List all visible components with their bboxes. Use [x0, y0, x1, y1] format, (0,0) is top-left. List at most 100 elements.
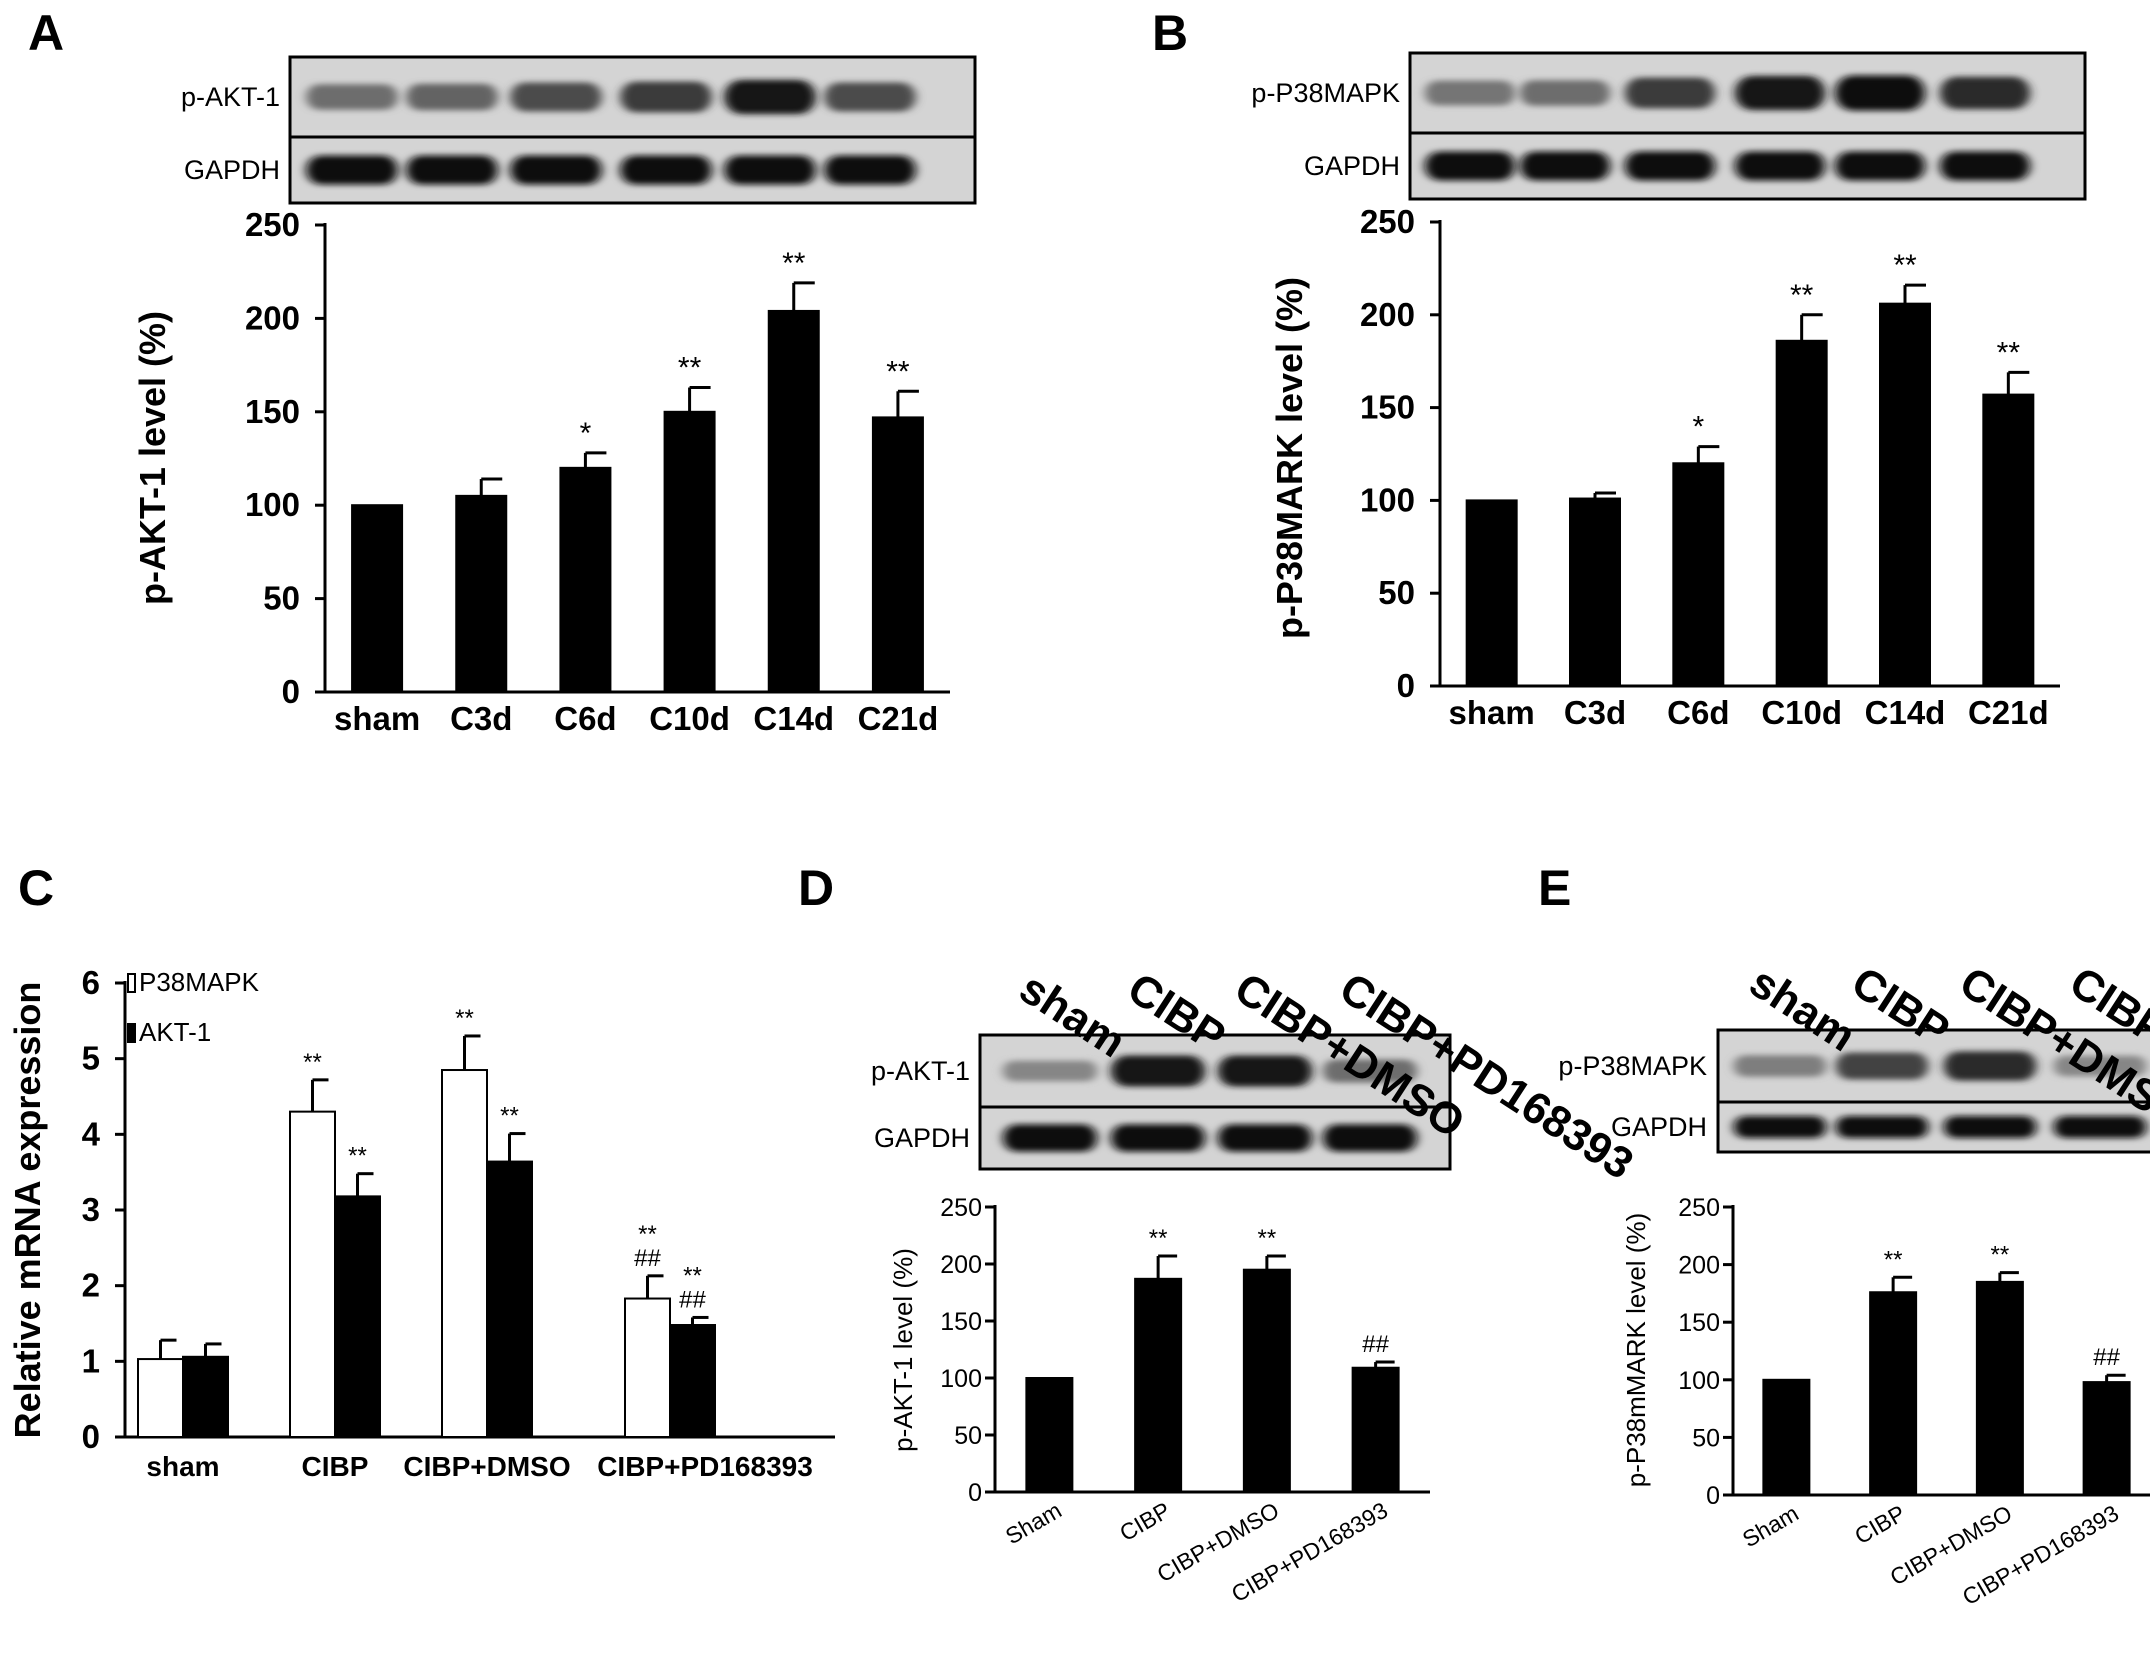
y-tick-label: 50 [1378, 574, 1415, 611]
blot-band-target [1735, 75, 1825, 111]
panel-a: p-AKT-1 GAPDH 0 50 100 150 200 250 p-AKT-1 level… [132, 55, 977, 737]
bar [1879, 302, 1931, 687]
blot-label-target: p-AKT-1 [181, 82, 280, 112]
y-tick-label: 150 [245, 393, 300, 430]
bar [624, 1297, 671, 1439]
blot-label-control: GAPDH [184, 155, 280, 185]
blot-band-control [1323, 1124, 1417, 1152]
significance-mark: ** [1258, 1225, 1277, 1252]
y-tick-label: 200 [245, 299, 300, 336]
panel-letter-d: D [798, 860, 834, 916]
bar [559, 466, 612, 693]
y-tick-label: 150 [940, 1308, 982, 1336]
y-axis-title: Relative mRNA expression [7, 982, 48, 1439]
blot-band-target [2053, 1055, 2147, 1077]
blot-band-control [510, 155, 602, 185]
bar [1672, 462, 1725, 687]
panel-letter-e: E [1538, 860, 1571, 916]
blot-band-control [1733, 1116, 1827, 1138]
blot-band-control [406, 155, 498, 185]
blot-label-target: p-P38MAPK [1558, 1051, 1707, 1081]
panel-c: 0 1 2 3 4 5 6 Relative mRNA expression sham CIBP *… [7, 964, 835, 1482]
legend-label: P38MAPK [139, 967, 260, 997]
blot-band-target [1218, 1055, 1312, 1087]
blot-band-control [1735, 151, 1825, 181]
bar [1762, 1378, 1811, 1497]
significance-mark: ** [1884, 1246, 1903, 1273]
blot-band-target [406, 83, 498, 111]
significance-mark: ** [500, 1103, 519, 1130]
panel-letter-a: A [28, 5, 64, 61]
blot-band-control [620, 155, 712, 185]
y-tick-label: 200 [1678, 1252, 1720, 1280]
x-tick-label: C21d [858, 700, 939, 737]
y-tick-label: 0 [1706, 1482, 1720, 1510]
significance-mark: ** [1893, 249, 1917, 282]
y-tick-label: 0 [1397, 667, 1415, 704]
blot-band-target [620, 81, 712, 113]
x-tick-label: C6d [554, 700, 616, 737]
significance-mark: ## [679, 1286, 706, 1313]
bar [1569, 497, 1621, 687]
y-tick-label: 200 [1360, 296, 1415, 333]
blot-band-target [1733, 1055, 1827, 1077]
blot-label-control: GAPDH [1611, 1112, 1707, 1142]
y-tick-label: 150 [1360, 389, 1415, 426]
bar [1982, 393, 2035, 687]
blot-band-control [2053, 1116, 2147, 1138]
blot-band-target [1003, 1060, 1097, 1082]
bar [871, 416, 924, 693]
y-tick-label: 100 [245, 486, 300, 523]
y-tick-label: 0 [282, 673, 300, 710]
y-axis-title: p-P38MARK level (%) [1269, 277, 1310, 639]
y-tick-label: 0 [82, 1418, 100, 1455]
significance-mark: ** [886, 355, 910, 388]
bar [1242, 1268, 1291, 1493]
blot-band-control [824, 155, 916, 185]
blot-band-target [1111, 1055, 1205, 1087]
blot-label-control: GAPDH [874, 1123, 970, 1153]
bar [663, 410, 716, 693]
x-tick-label: sham [146, 1451, 219, 1482]
x-tick-label: Sham [1738, 1500, 1803, 1553]
panel-b: p-P38MAPK GAPDH 0 50 100 150 200 250 p-P38MARK l… [1251, 51, 2087, 731]
y-tick-label: 50 [954, 1422, 982, 1450]
y-tick-label: 250 [245, 206, 300, 243]
y-tick-label: 0 [968, 1479, 982, 1507]
x-tick-label: CIBP [1850, 1500, 1909, 1549]
x-tick-label: C14d [1865, 694, 1946, 731]
x-tick-label: C10d [649, 700, 730, 737]
significance-mark: ** [683, 1262, 702, 1289]
significance-mark: * [580, 417, 592, 450]
x-tick-label: C3d [1564, 694, 1626, 731]
panel-letter-c: C [18, 860, 54, 916]
significance-mark: * [1692, 411, 1704, 444]
x-tick-label: C10d [1761, 694, 1842, 731]
significance-mark: ## [1362, 1331, 1389, 1358]
bar [669, 1324, 716, 1438]
blot-label-target: p-P38MAPK [1251, 78, 1400, 108]
y-tick-label: 2 [82, 1267, 100, 1304]
blot-band-control [1625, 151, 1715, 181]
blot-label-target: p-AKT-1 [871, 1056, 970, 1086]
significance-mark: ** [1790, 279, 1814, 312]
blot-band-target [1940, 76, 2030, 110]
blot-band-target [1323, 1059, 1417, 1083]
bar [351, 504, 404, 694]
blot-band-control [1218, 1124, 1312, 1152]
bar [1975, 1280, 2024, 1496]
significance-mark: ** [678, 352, 702, 385]
bar [289, 1110, 336, 1438]
x-tick-label: CIBP [302, 1451, 369, 1482]
significance-mark: ## [2093, 1344, 2120, 1371]
bar [1465, 499, 1518, 687]
bar [1025, 1377, 1074, 1493]
blot-band-control [1003, 1124, 1097, 1152]
blot-band-control [724, 155, 816, 185]
blot-band-control [1835, 1116, 1929, 1138]
bar [334, 1195, 381, 1438]
significance-mark: ** [348, 1143, 367, 1170]
y-axis-title: p-P38mMARK level (%) [1621, 1213, 1651, 1488]
x-tick-label: Sham [1001, 1497, 1066, 1550]
